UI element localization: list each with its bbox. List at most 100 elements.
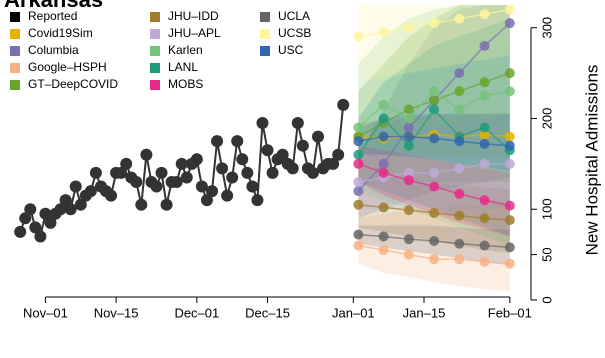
reported-point — [14, 225, 27, 238]
forecast-point — [479, 213, 490, 224]
reported-point — [327, 157, 340, 170]
reported-point — [155, 166, 168, 179]
forecast-point — [403, 104, 414, 115]
forecast-point — [479, 158, 490, 169]
axes: Nov–01 Nov–15 Dec–01 Dec–15 Jan–01 Jan–15 Feb–… — [23, 17, 554, 321]
legend-label: MOBS — [168, 77, 203, 91]
forecast-point — [378, 27, 389, 38]
legend-label: USC — [278, 43, 304, 57]
reported-point — [69, 180, 82, 193]
reported-point — [200, 194, 213, 207]
reported-point — [135, 198, 148, 211]
reported-point — [337, 98, 350, 111]
forecast-point — [454, 13, 465, 24]
forecast-point — [504, 140, 515, 151]
forecast-point — [378, 113, 389, 124]
reported-point — [206, 185, 218, 198]
reported-point — [44, 216, 57, 229]
forecast-band — [358, 5, 510, 83]
reported-point — [231, 135, 244, 148]
forecast-point — [479, 9, 490, 20]
forecast-point — [454, 86, 465, 97]
forecast-point — [454, 68, 465, 79]
forecast-point — [454, 188, 465, 199]
forecast-point — [429, 236, 440, 246]
forecast-point — [378, 231, 389, 242]
forecast-point — [403, 122, 414, 133]
forecast-point — [479, 195, 490, 206]
reported-point — [226, 171, 239, 184]
x-tick-label: Jan–01 — [332, 305, 375, 320]
forecast-point — [378, 245, 389, 256]
forecast-point — [378, 99, 389, 110]
forecast-point — [454, 210, 465, 221]
forecast-point — [479, 90, 490, 101]
forecast-point — [403, 22, 414, 33]
forecast-point — [353, 199, 364, 210]
reported-point — [221, 189, 234, 202]
reported-point — [312, 130, 324, 143]
forecast-point — [479, 40, 490, 51]
forecast-point — [353, 136, 364, 147]
forecast-point — [504, 131, 515, 142]
forecast-point — [504, 258, 515, 269]
reported-point — [150, 180, 163, 193]
legend-swatch — [260, 12, 270, 22]
x-tick-label: Dec–15 — [245, 305, 290, 320]
y-tick-label: 100 — [539, 198, 554, 220]
forecast-point — [429, 86, 440, 97]
chart-title: Arkansas — [4, 0, 103, 12]
legend-swatch — [150, 29, 160, 39]
legend-swatch — [10, 63, 20, 73]
legend: Reported Covid19Sim Columbia Google–HSPH GT–… — [10, 9, 311, 91]
legend-swatch — [260, 46, 270, 56]
legend-label: JHU–APL — [168, 26, 221, 40]
forecast-point — [454, 254, 465, 265]
reported-point — [276, 148, 289, 161]
y-axis-title: New Hospital Admissions — [582, 65, 601, 256]
legend-swatch — [10, 80, 20, 90]
forecast-point — [429, 181, 440, 192]
y-tick-label: 50 — [539, 247, 554, 261]
reported-point — [24, 203, 37, 216]
reported-point — [216, 162, 229, 175]
forecast-point — [429, 18, 440, 29]
forecast-point — [353, 177, 364, 187]
reported-point — [266, 166, 279, 179]
forecast-point — [479, 77, 490, 88]
forecast-point — [429, 104, 440, 115]
forecast-point — [353, 186, 364, 197]
x-tick-label: Jan–15 — [403, 305, 446, 320]
reported-point — [236, 153, 249, 166]
reported-point — [190, 153, 203, 166]
reported-point — [180, 171, 193, 184]
legend-swatch — [150, 80, 160, 90]
reported-point — [39, 207, 52, 220]
forecast-point — [353, 240, 364, 251]
forecast-point — [353, 149, 364, 160]
legend-label: Karlen — [168, 43, 203, 57]
legend-swatch — [10, 12, 20, 22]
legend-label: UCLA — [278, 9, 310, 23]
forecast-point — [429, 254, 440, 265]
reported-point — [89, 166, 102, 179]
reported-point — [115, 166, 128, 179]
forecast-point — [454, 136, 465, 147]
forecast-point — [429, 95, 440, 106]
forecast-point — [403, 234, 414, 245]
forecast-point — [454, 104, 465, 115]
reported-point — [175, 157, 188, 170]
x-tick-label: Dec–01 — [174, 305, 219, 320]
legend-label: GT–DeepCOVID — [28, 77, 118, 91]
legend-swatch — [150, 46, 160, 56]
forecast-point — [403, 131, 414, 142]
reported-point — [105, 189, 118, 202]
reported-point — [64, 203, 77, 216]
reported-point — [29, 221, 42, 234]
legend-swatch — [10, 29, 20, 39]
reported-point — [211, 135, 224, 148]
forecast-point — [504, 242, 515, 253]
forecast-point — [353, 229, 364, 240]
reported-point — [291, 117, 304, 129]
